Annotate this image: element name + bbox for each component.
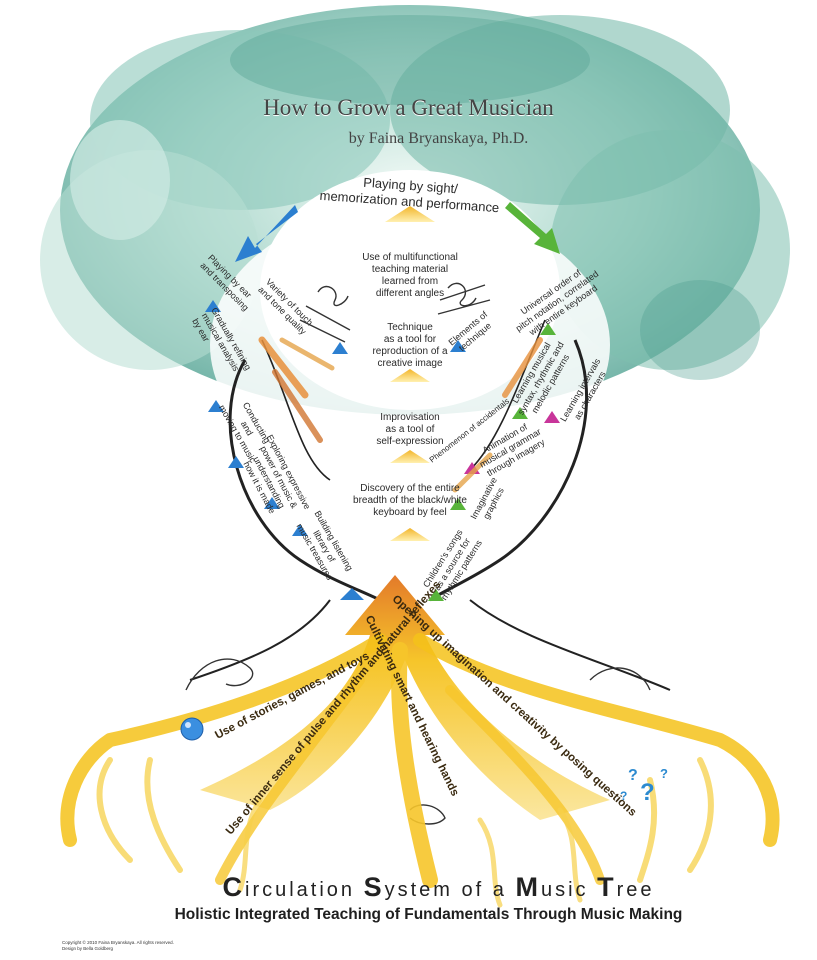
center-discovery-label: Discovery of the entire breadth of the b… [353,483,467,518]
decorative-sketches [185,282,651,825]
roots [60,575,780,908]
svg-text:?: ? [660,766,668,781]
title-word-system: System [363,872,462,902]
center-technique-label: Technique as a tool for reproduction of … [372,322,448,369]
question-marks-icon: ? ? ? ? [620,766,668,806]
author-line: by Faina Bryanskaya, Ph.D. [348,130,529,147]
title-word-music: Music [515,872,598,902]
center-multifunctional-label: Use of multifunctional teaching material… [362,252,458,299]
center-improvisation-label: Improvisation as a tool of self-expressi… [376,412,444,447]
crown-arrows [235,202,560,262]
left-orange-streaks [258,336,335,443]
right-orange-streaks [452,337,543,493]
title-word-tree: Tree [597,872,655,902]
center-triangles [385,206,435,541]
tree-foliage [40,5,790,485]
holistic-subtitle: Holistic Integrated Teaching of Fundamen… [174,906,683,923]
circulation-system-title: Circulation System of a Music Tree [0,872,817,903]
title-word-of-a: of a [461,879,516,901]
copyright-text: Copyright © 2010 Faina Bryanskaya. All r… [62,940,174,945]
tree-trunk [189,319,671,691]
svg-text:?: ? [620,789,627,803]
design-credit-text: Design by Bella Goldberg [62,946,114,951]
right-branch-arrows [332,323,560,601]
svg-text:?: ? [640,779,655,806]
title-word-circulation: Circulation [222,872,364,902]
page-title: How to Grow a Great Musician [263,95,554,120]
left-branch-arrows [205,300,364,600]
blue-bubble-icon [180,717,204,741]
svg-text:?: ? [628,767,638,784]
